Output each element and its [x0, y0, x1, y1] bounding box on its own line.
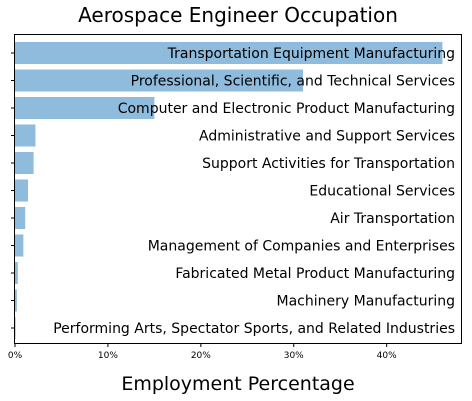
bar-7	[15, 234, 24, 257]
category-label-8: Fabricated Metal Product Manufacturing	[175, 266, 455, 282]
x-tick-label-4: 40%	[377, 351, 397, 361]
x-tick-label-0: 0%	[8, 351, 23, 361]
category-label-3: Administrative and Support Services	[199, 129, 455, 145]
category-label-2: Computer and Electronic Product Manufact…	[118, 101, 455, 117]
bar-2	[15, 97, 155, 119]
category-label-0: Transportation Equipment Manufacturing	[167, 46, 455, 62]
bar-0	[15, 42, 443, 64]
x-tick-label-3: 30%	[284, 351, 304, 361]
bar-4	[15, 152, 34, 174]
x-tick-label-1: 10%	[98, 351, 118, 361]
bar-3	[15, 124, 36, 147]
bars	[15, 42, 443, 339]
category-label-10: Performing Arts, Spectator Sports, and R…	[53, 321, 455, 337]
category-label-6: Air Transportation	[330, 211, 455, 227]
bar-6	[15, 207, 26, 229]
bar-8	[15, 262, 18, 284]
x-axis-label: Employment Percentage	[121, 373, 354, 395]
bar-9	[15, 289, 17, 312]
category-label-1: Professional, Scientific, and Technical …	[131, 74, 455, 90]
chart-title: Aerospace Engineer Occupation	[78, 3, 398, 27]
category-label-4: Support Activities for Transportation	[202, 156, 455, 172]
category-labels: Transportation Equipment Manufacturing Pr…	[53, 46, 455, 337]
category-label-7: Management of Companies and Enterprises	[148, 239, 455, 255]
category-label-9: Machinery Manufacturing	[277, 294, 455, 310]
bar-1	[15, 69, 304, 92]
bar-5	[15, 179, 29, 202]
category-label-5: Educational Services	[309, 184, 455, 200]
x-tick-label-2: 20%	[191, 351, 211, 361]
bar-10	[15, 317, 16, 339]
plot-frame	[14, 34, 462, 344]
